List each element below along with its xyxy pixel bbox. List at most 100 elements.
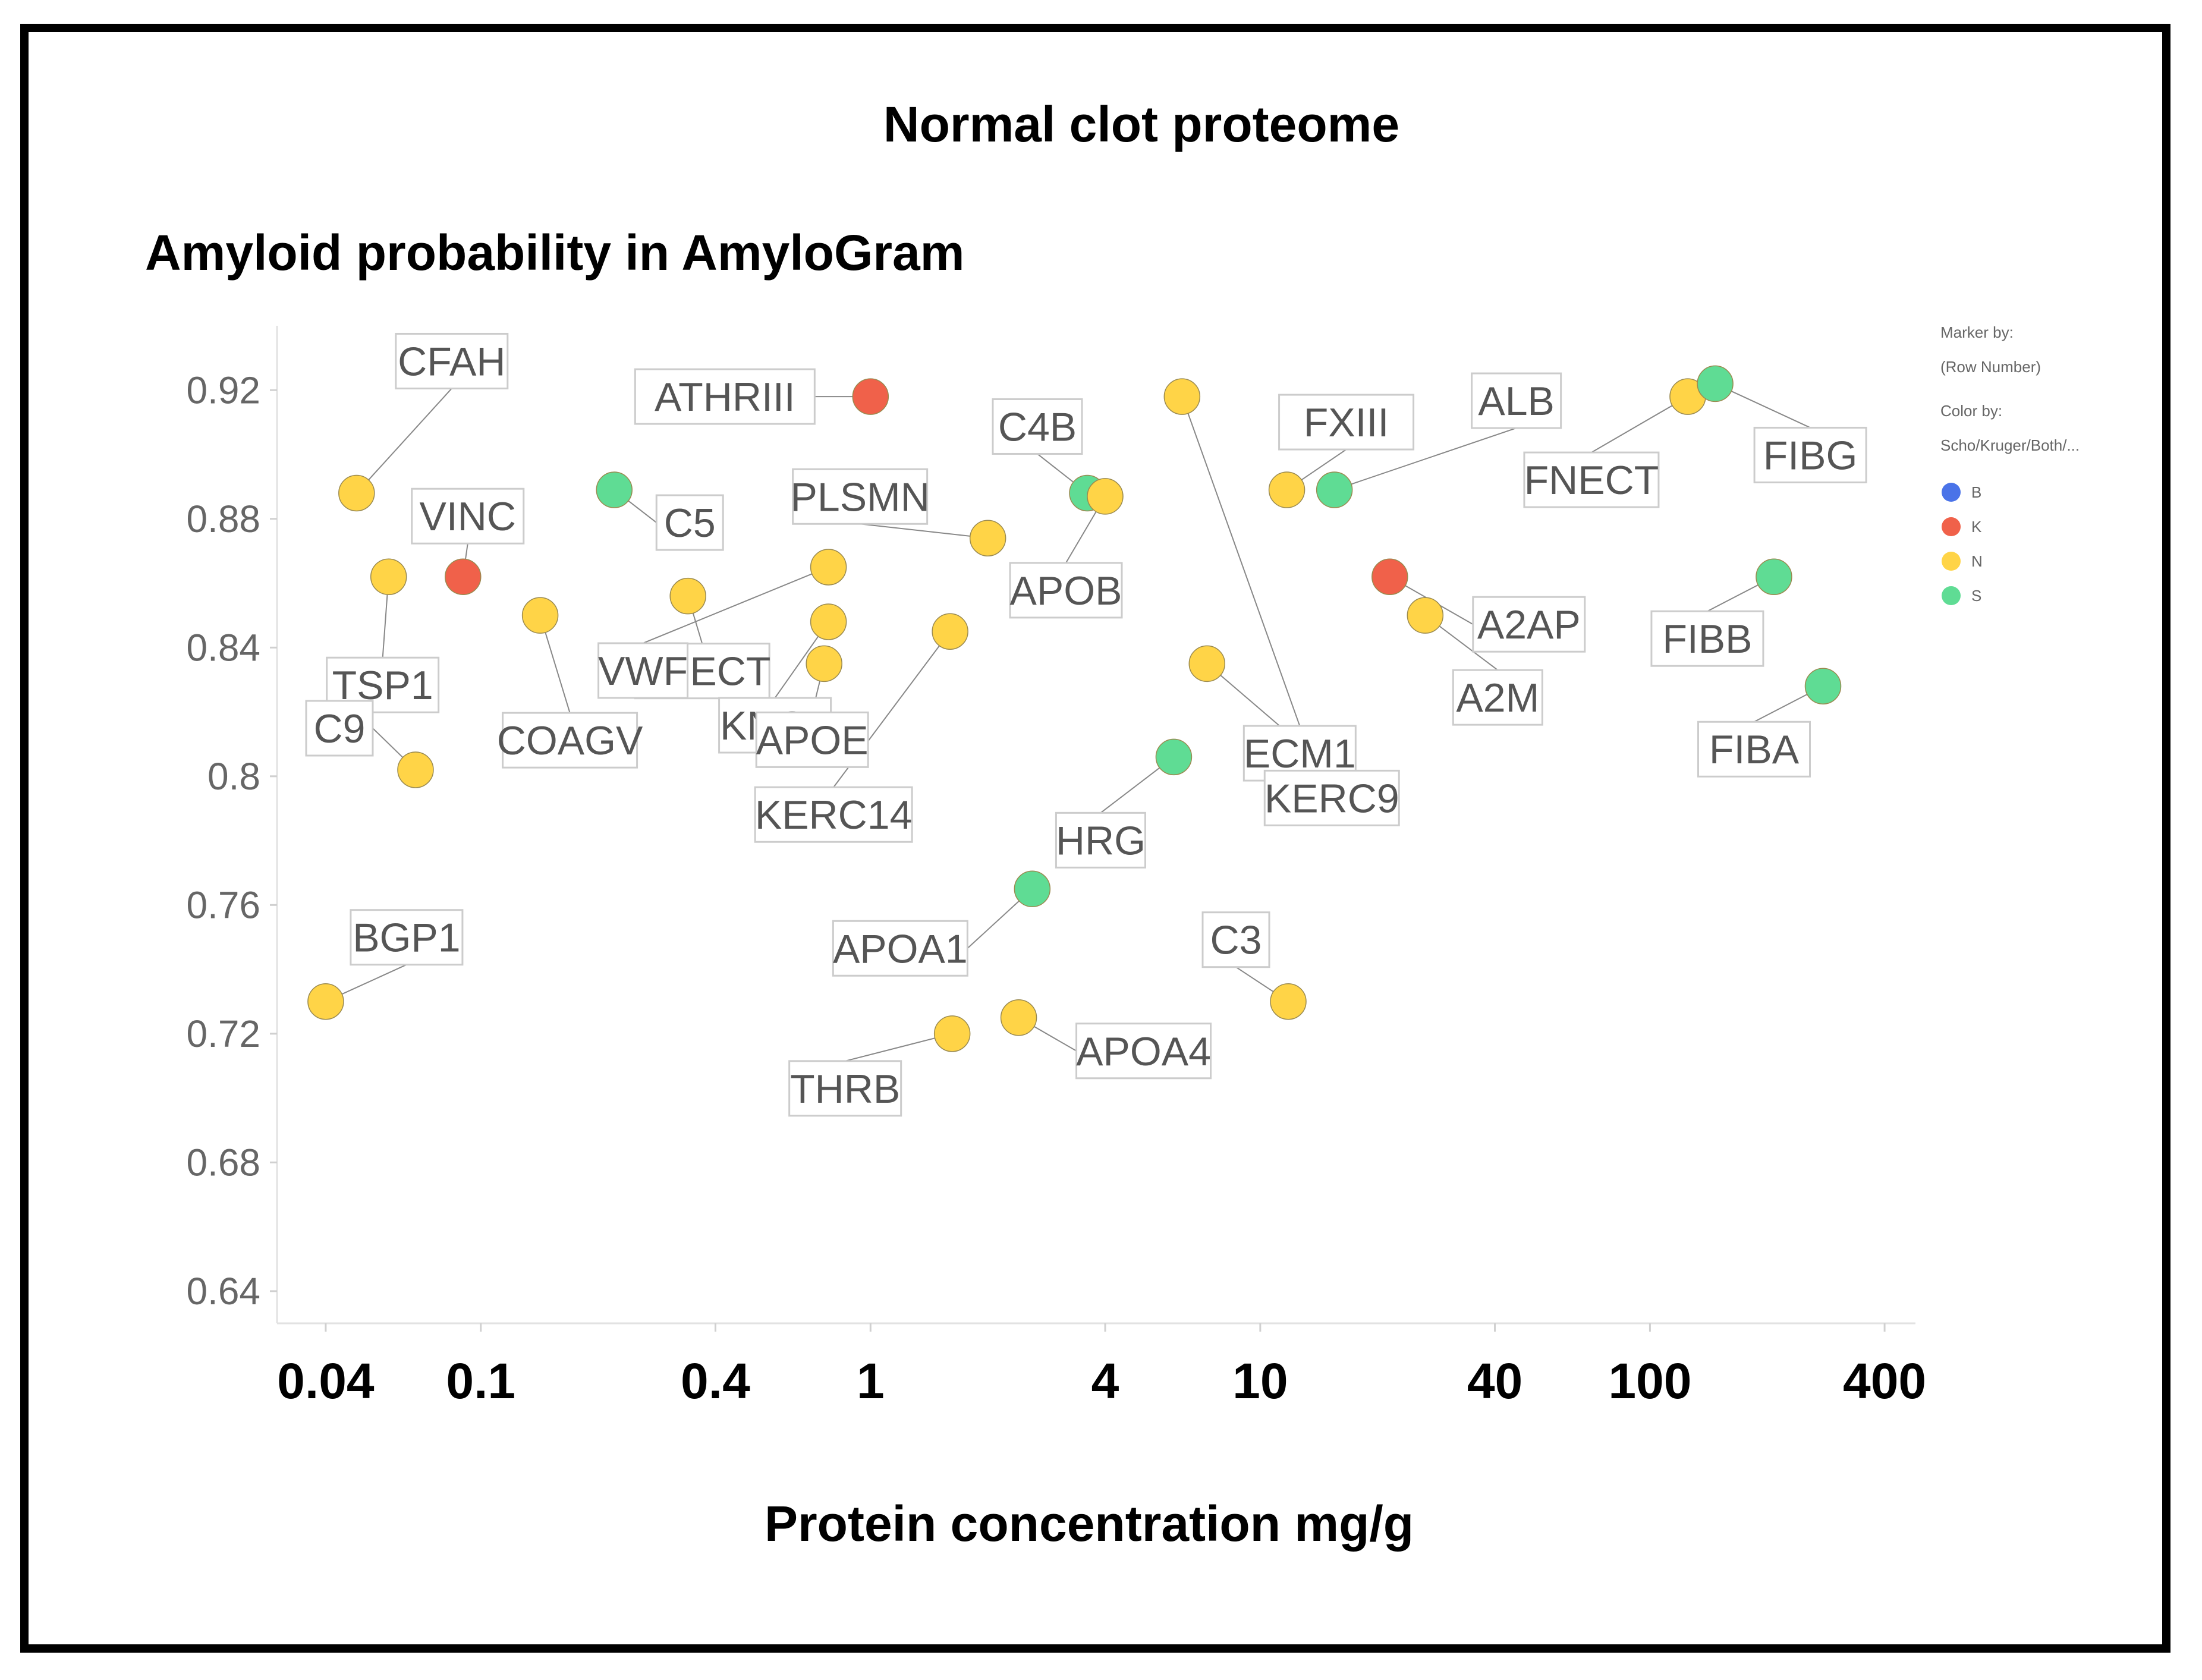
x-tick-label: 0.04: [277, 1353, 375, 1409]
point-a2m[interactable]: [1407, 597, 1444, 634]
label-box: [655, 494, 724, 551]
label-box: [1075, 1023, 1212, 1080]
y-tick-label: 0.64: [186, 1270, 260, 1313]
legend-label-s: S: [1971, 587, 1981, 605]
point-c3[interactable]: [1270, 983, 1307, 1020]
point-labels: CFAHTSP1VINCCOAGVC9BGP1C5VNECTATHRIIIPLS…: [305, 332, 1867, 1117]
point-label-ecm1: ECM1: [1242, 725, 1357, 782]
point-label-fibb: FIBB: [1650, 610, 1764, 667]
leader-line-alb: [1334, 427, 1517, 491]
label-box: [395, 332, 509, 389]
point-hrg[interactable]: [1155, 738, 1193, 776]
point-vwf[interactable]: [810, 549, 847, 586]
data-points: [307, 365, 1842, 1052]
y-tick-label: 0.92: [186, 369, 260, 411]
label-box: [832, 920, 968, 977]
point-fibg[interactable]: [1697, 365, 1734, 402]
label-text: KERC9: [1264, 776, 1399, 821]
legend-marker-title: Marker by:: [1940, 323, 2014, 341]
point-label-c5: C5: [655, 494, 724, 551]
label-text: ATHRIII: [655, 375, 795, 420]
label-text: A2AP: [1477, 602, 1581, 647]
point-label-hrg: HRG: [1055, 811, 1146, 869]
label-box: [1472, 596, 1586, 653]
point-c5[interactable]: [596, 471, 633, 508]
label-box: [1009, 562, 1123, 619]
label-box: [350, 909, 464, 966]
label-text: ECM1: [1244, 731, 1356, 776]
legend-label-n: N: [1971, 552, 1983, 570]
point-ecm1[interactable]: [1163, 378, 1201, 415]
point-alb[interactable]: [1316, 471, 1353, 508]
label-text: FIBB: [1662, 616, 1752, 662]
point-label-bgp1: BGP1: [350, 909, 464, 966]
label-text: C3: [1210, 918, 1262, 963]
label-box: [1263, 769, 1400, 826]
label-text: APOE: [756, 718, 869, 763]
legend-swatch-n: [1942, 552, 1961, 571]
label-text: FXIII: [1304, 400, 1389, 445]
point-plsmn[interactable]: [969, 520, 1006, 557]
leader-line-vwf: [643, 567, 829, 644]
label-text: BGP1: [353, 915, 460, 961]
leader-line-fnect: [1591, 396, 1688, 453]
point-label-fibg: FIBG: [1753, 426, 1867, 483]
label-box: [411, 487, 525, 545]
label-box: [1278, 394, 1415, 451]
point-bgp1[interactable]: [307, 983, 344, 1020]
point-label-plsmn: PLSMN: [791, 468, 930, 525]
point-kerc14[interactable]: [932, 613, 968, 650]
label-box: [634, 368, 816, 425]
legend: Marker by: (Row Number) Color by: Scho/K…: [1940, 323, 2080, 605]
point-coagv[interactable]: [521, 597, 559, 634]
point-apob[interactable]: [1087, 478, 1124, 515]
point-apoa4[interactable]: [1000, 999, 1037, 1036]
point-label-c3: C3: [1201, 911, 1270, 968]
legend-label-k: K: [1971, 518, 1982, 536]
y-axis-ticks: 0.64 0.68 0.72 0.76 0.8 0.84 0.88 0.92: [186, 369, 277, 1313]
point-fibb[interactable]: [1756, 558, 1792, 595]
point-kng1[interactable]: [810, 603, 847, 640]
legend-swatch-k: [1942, 517, 1961, 536]
point-vinc[interactable]: [445, 558, 482, 595]
point-label-c9: C9: [305, 700, 374, 757]
figure-frame: [20, 24, 2170, 1653]
point-label-coagv: COAGV: [497, 712, 643, 769]
point-label-athriii: ATHRIII: [634, 368, 816, 425]
label-box: [792, 468, 929, 525]
point-label-c4b: C4B: [992, 398, 1083, 455]
label-text: CFAH: [398, 339, 505, 384]
point-apoa1[interactable]: [1014, 870, 1051, 908]
label-box: [1201, 911, 1270, 968]
point-vnect[interactable]: [669, 577, 706, 615]
point-thrb[interactable]: [933, 1015, 971, 1052]
point-fiba[interactable]: [1804, 668, 1842, 704]
point-label-cfah: CFAH: [395, 332, 509, 389]
point-cfah[interactable]: [338, 474, 375, 512]
label-text: VINC: [420, 494, 516, 539]
chart-title: Normal clot proteome: [883, 96, 1399, 152]
point-label-apoa4: APOA4: [1075, 1023, 1212, 1080]
point-c9[interactable]: [397, 751, 434, 788]
point-fxiii[interactable]: [1268, 471, 1306, 508]
label-box: [305, 700, 374, 757]
x-tick-label: 100: [1608, 1353, 1691, 1409]
point-athriii[interactable]: [852, 378, 889, 415]
label-box: [755, 711, 869, 768]
label-text: ALB: [1478, 379, 1555, 424]
legend-swatch-b: [1942, 483, 1961, 502]
leader-line-plsmn: [860, 523, 988, 539]
label-box: [1697, 721, 1811, 778]
point-label-tsp1: TSP1: [326, 656, 440, 713]
label-text: COAGV: [497, 718, 643, 763]
point-tsp1[interactable]: [370, 558, 407, 595]
point-a2ap[interactable]: [1371, 558, 1408, 595]
point-kerc9[interactable]: [1188, 645, 1226, 682]
leader-line-cfah: [356, 388, 452, 494]
point-apoe[interactable]: [806, 645, 842, 682]
legend-swatch-s: [1942, 586, 1961, 605]
y-tick-label: 0.8: [207, 755, 260, 798]
point-label-fnect: FNECT: [1523, 451, 1660, 508]
